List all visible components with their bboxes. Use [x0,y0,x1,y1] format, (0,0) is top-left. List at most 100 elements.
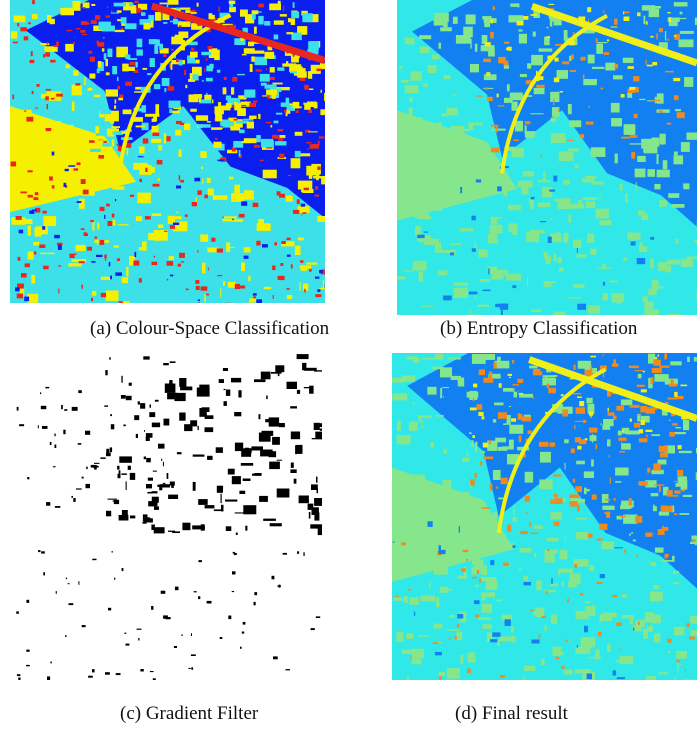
texture [419,417,422,422]
texture [287,255,291,257]
texture [121,395,126,399]
texture [47,104,48,109]
texture [133,261,139,266]
texture [106,204,110,207]
texture [565,535,566,542]
texture [614,19,617,25]
texture [559,569,574,573]
texture [438,270,448,275]
texture [534,553,536,558]
texture [651,493,659,496]
texture [614,547,623,548]
texture [491,125,498,127]
texture [232,571,236,574]
texture [15,287,20,291]
texture [654,633,660,642]
texture [523,171,534,176]
texture [224,216,237,218]
texture [490,217,502,219]
texture [544,281,551,287]
texture [607,39,609,41]
texture [613,416,617,420]
texture [407,676,409,680]
texture [412,649,425,658]
texture [545,591,547,594]
texture [150,61,152,64]
texture [585,601,590,603]
texture [234,102,237,103]
texture [256,299,262,303]
texture [218,7,220,12]
texture [534,88,545,94]
texture [533,32,536,37]
texture [308,41,319,50]
texture [587,489,590,491]
texture [157,485,161,487]
texture [28,226,31,236]
texture [667,260,680,265]
texture [210,150,213,156]
texture [600,195,601,200]
texture [625,193,628,203]
texture [185,85,187,88]
texture [411,655,412,658]
texture [596,444,598,449]
texture [560,91,563,93]
texture [239,491,245,494]
texture [653,360,661,366]
texture [123,425,125,427]
texture [477,95,483,96]
texture [482,624,492,629]
texture [180,387,192,391]
texture [173,223,179,226]
texture [195,280,199,284]
texture [615,468,629,476]
texture [84,77,86,85]
texture [667,398,677,400]
texture [619,451,625,453]
texture [204,195,208,199]
texture [637,156,646,162]
texture [136,216,142,221]
texture [108,608,111,611]
texture [108,221,113,226]
texture [540,452,551,463]
texture [273,656,278,659]
texture [186,289,189,291]
texture [583,79,597,85]
texture [268,82,269,84]
texture [674,155,684,164]
texture [647,169,655,177]
texture [196,197,197,202]
texture [239,286,245,289]
texture [103,37,104,38]
texture [577,446,581,450]
texture [488,268,489,274]
texture [170,275,173,277]
texture [138,401,140,404]
texture [393,542,395,543]
texture [638,622,640,625]
texture [117,144,119,146]
texture [467,315,481,316]
texture [17,23,19,26]
texture [525,121,531,124]
texture [615,64,619,69]
texture [538,63,542,65]
texture [668,651,670,653]
texture [52,152,55,156]
texture [87,247,92,251]
texture [239,150,241,156]
texture [90,220,94,222]
texture [655,548,664,553]
texture [474,551,485,553]
texture [642,296,648,302]
texture [321,90,322,93]
texture [197,388,210,397]
texture [88,88,93,91]
texture [577,248,578,253]
texture [107,6,108,8]
texture [513,545,516,548]
texture [417,235,424,238]
texture [399,66,402,68]
